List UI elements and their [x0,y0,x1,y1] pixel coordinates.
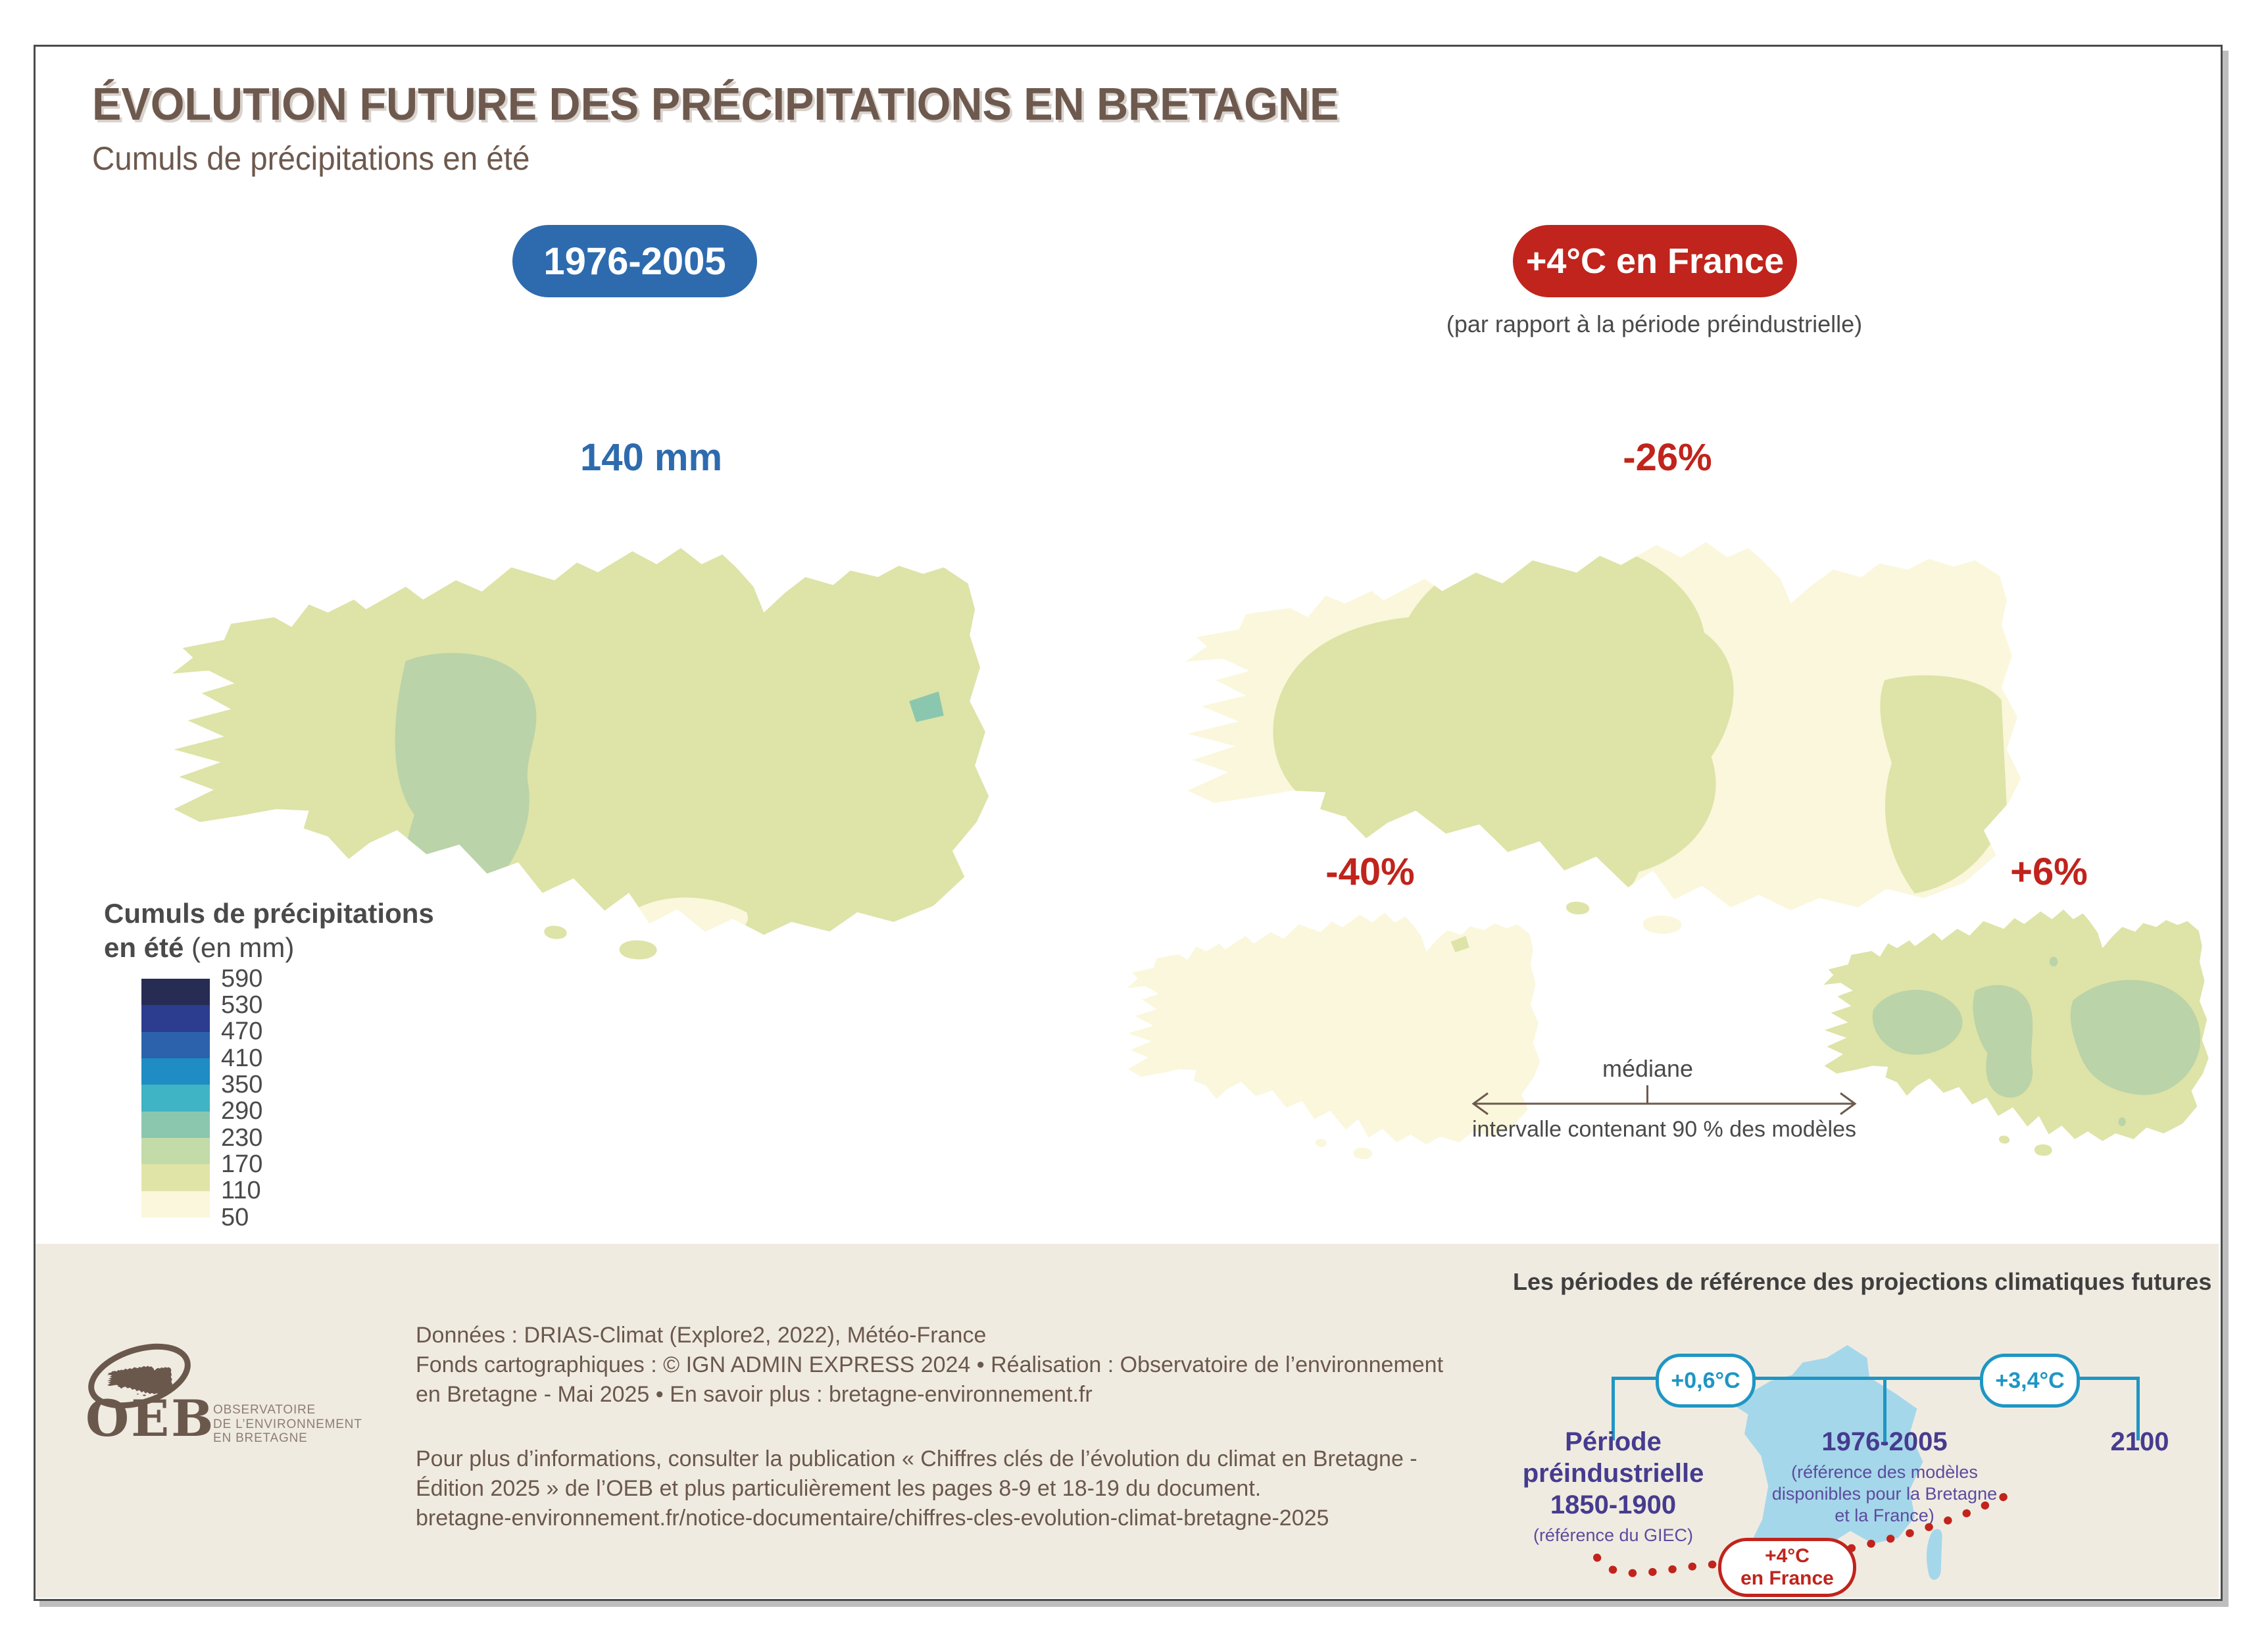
legend-title-unit: (en mm) [184,932,295,963]
legend-band [141,1085,210,1112]
period-left-note: (référence du GIEC) [1533,1525,1694,1545]
legend-tick: 110 [221,1177,261,1205]
median-caption: médiane [1602,1055,1694,1082]
period-left-line: préindustrielle [1522,1459,1704,1488]
map-interval-low-brittany [1127,912,1541,1160]
timeline-drop-mid [1883,1377,1886,1446]
delta-right-badge: +3,4°C [1980,1354,2080,1408]
legend-band [141,1137,210,1165]
more-info-block: Pour plus d’informations, consulter la p… [416,1444,1418,1533]
legend-tick: 350 [221,1070,263,1098]
reference-diagram-title: Les périodes de référence des projection… [1513,1268,2212,1295]
scenario-note: (par rapport à la période préindustriell… [1446,310,1863,337]
legend-tick: 230 [221,1123,263,1152]
info-line: Édition 2025 » de l’OEB et plus particul… [416,1476,1262,1501]
credit-line: en Bretagne - Mai 2025 • En savoir plus … [416,1382,1093,1407]
legend-tick: 410 [221,1044,263,1072]
period-left-line: Période [1565,1427,1662,1456]
warming-dotted-arc-icon [1593,1488,2018,1577]
legend-band [141,1031,210,1058]
legend-band [141,979,210,1006]
interval-low-value-label: -40% [1325,850,1415,893]
info-line: bretagne-environnement.fr/notice-documen… [416,1506,1329,1531]
legend-title-line2: en été (en mm) [104,932,294,964]
legend-tick: 50 [221,1203,249,1231]
credits-block: Données : DRIAS-Climat (Explore2, 2022),… [416,1321,1443,1410]
legend-title-line1: Cumuls de précipitations [104,898,434,929]
page-title: ÉVOLUTION FUTURE DES PRÉCIPITATIONS EN B… [92,78,1339,130]
period-mid-note-line: disponibles pour la Bretagne [1771,1484,1998,1504]
period-right-label: 2100 [2110,1427,2169,1456]
interval-high-value-label: +6% [2010,850,2088,893]
legend-band [141,1164,210,1191]
delta-left-badge: +0,6°C [1656,1354,1756,1408]
period-left-block: Période préindustrielle 1850-1900 (référ… [1503,1426,1723,1546]
legend-band [141,1005,210,1032]
legend-tick: 290 [221,1097,263,1125]
median-tick [1646,1085,1648,1104]
oeb-caption-line: DE L’ENVIRONNEMENT [213,1417,362,1431]
oeb-caption-line: EN BRETAGNE [213,1431,308,1445]
map-baseline-brittany [172,548,989,960]
period-mid-note-line: (référence des modèles [1791,1462,1978,1482]
interval-arrow-icon [1471,1092,1857,1116]
warming-arc-badge: +4°C en France [1718,1538,1856,1597]
period-mid-note-line: et la France) [1835,1506,1935,1525]
legend-band [141,1058,210,1085]
timeline-drop-right [2136,1377,2140,1440]
legend-title-bold: en été [104,932,184,963]
interval-caption: intervalle contenant 90 % des modèles [1471,1117,1857,1142]
legend-band [141,1111,210,1138]
credit-line: Fonds cartographiques : © IGN ADMIN EXPR… [416,1352,1444,1377]
period-mid-label: 1976-2005 [1821,1427,1948,1456]
legend-color-bar [141,979,210,1217]
credit-line: Données : DRIAS-Climat (Explore2, 2022),… [416,1323,987,1348]
info-line: Pour plus d’informations, consulter la p… [416,1446,1418,1471]
period-left-line: 1850-1900 [1550,1490,1677,1519]
legend-tick: 590 [221,964,263,993]
legend-band [141,1191,210,1217]
baseline-period-badge: 1976-2005 [512,225,757,297]
oeb-logo-acronym: OEB [86,1389,216,1448]
arc-badge-line: +4°C [1765,1545,1810,1567]
period-mid-block: 1976-2005 (référence des modèles disponi… [1746,1426,2023,1527]
oeb-logo-caption: OBSERVATOIRE DE L’ENVIRONNEMENT EN BRETA… [213,1403,362,1446]
timeline-line [1612,1377,2140,1380]
legend-tick: 170 [221,1150,263,1178]
arc-badge-line: en France [1740,1567,1834,1589]
map-interval-high-brittany [1823,909,2209,1156]
page-subtitle: Cumuls de précipitations en été [92,140,530,177]
median-value-label: -26% [1623,436,1712,479]
scenario-badge: +4°C en France [1513,225,1797,297]
period-right-block: 2100 [2074,1426,2206,1458]
france-map-icon [1726,1345,1942,1580]
baseline-value-label: 140 mm [579,436,723,479]
map-median-brittany [1185,542,2021,934]
legend-tick: 470 [221,1018,263,1046]
legend-tick-labels: 590 530 470 410 350 290 230 170 110 50 [221,964,263,1231]
legend-tick: 530 [221,991,263,1019]
oeb-caption-line: OBSERVATOIRE [213,1403,316,1417]
oeb-logo-swoosh-icon [88,1343,191,1409]
timeline-drop-left [1612,1377,1615,1440]
